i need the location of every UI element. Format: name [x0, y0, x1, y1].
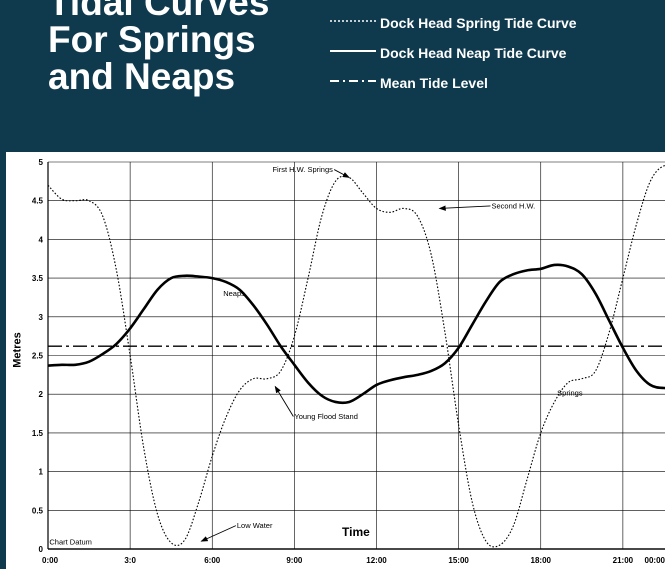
annotation-label: Low Water: [237, 521, 273, 530]
x-tick-label: 9:00: [286, 556, 303, 565]
annotation-label: First H.W. Springs: [272, 165, 333, 174]
tide-chart: 0 0.5 1 1.5 2 2.5 3 3.5 4 4.5 5 0:00 3:0 6:00 9:00 12:0…: [32, 158, 665, 565]
y-axis-title: Metres: [11, 332, 24, 368]
heading-line-3: and Neaps: [48, 56, 236, 97]
dotted-line-swatch-icon: [330, 20, 376, 22]
annotation-arrow: [200, 525, 237, 542]
chart-panel: 0 0.5 1 1.5 2 2.5 3 3.5 4 4.5 5 0:00 3:0 6:00 9:00 12:0…: [8, 154, 665, 569]
legend-label-neap: Dock Head Neap Tide Curve: [380, 45, 567, 61]
dashdot-line-swatch-icon: [330, 80, 376, 82]
y-tick-label: 3.5: [32, 274, 44, 283]
y-tick-label: 1.5: [32, 429, 44, 438]
panel-frame-top: [6, 152, 665, 154]
series-layer: [48, 164, 665, 548]
annotation-label: Second H.W.: [491, 201, 535, 210]
grid-layer: [47, 161, 665, 550]
x-tick-label: 6:00: [204, 556, 221, 565]
heading-line-2: For Springs: [48, 19, 256, 60]
annotation-arrow: [274, 385, 294, 417]
y-tick-label: 0: [39, 545, 44, 554]
panel-frame-left: [6, 152, 8, 569]
annotation-arrow: [333, 169, 350, 178]
heading-line-1: Tidal Curves: [48, 0, 270, 23]
neap-tide-series-line: [48, 263, 665, 405]
solid-line-swatch-icon: [330, 50, 376, 52]
legend-label-mean: Mean Tide Level: [380, 75, 488, 91]
x-tick-label: 21:00: [613, 556, 634, 565]
y-tick-label: 2.5: [32, 352, 44, 361]
spring-tide-series-line: [48, 164, 665, 548]
x-axis-title: Time: [342, 525, 370, 539]
x-tick-label: 0:00: [42, 556, 59, 565]
x-tick-label: 15:00: [448, 556, 469, 565]
y-tick-label: 2: [39, 390, 44, 399]
x-tick-label: 12:00: [366, 556, 387, 565]
y-tick-label: 1: [39, 468, 44, 477]
annotation-label: Springs: [557, 389, 583, 398]
title-block: Tidal Curves For Springs and Neaps Dock …: [0, 0, 665, 152]
x-tick-label: 00:00: [645, 556, 665, 565]
y-tick-label: 4.5: [32, 197, 44, 206]
legend-label-spring: Dock Head Spring Tide Curve: [380, 15, 577, 31]
annotation-arrow: [438, 205, 491, 211]
y-tick-label: 3: [39, 313, 44, 322]
y-tick-label: 4: [39, 235, 44, 244]
chart-heading: Tidal Curves For Springs and Neaps: [48, 0, 269, 95]
annotation-label: Young Flood Stand: [294, 412, 358, 421]
x-tick-label: 18:00: [531, 556, 552, 565]
tick-layer: 0 0.5 1 1.5 2 2.5 3 3.5 4 4.5 5 0:00 3:0 6:00 9:00 12:0…: [32, 158, 665, 565]
annotation-layer: First H.W. Springs Second H.W. Neaps Young …: [49, 165, 582, 546]
x-tick-label: 3:0: [124, 556, 136, 565]
y-tick-label: 5: [39, 158, 44, 167]
annotation-label: Neaps: [223, 289, 245, 298]
annotation-label: Chart Datum: [49, 537, 92, 546]
y-tick-label: 0.5: [32, 506, 44, 515]
